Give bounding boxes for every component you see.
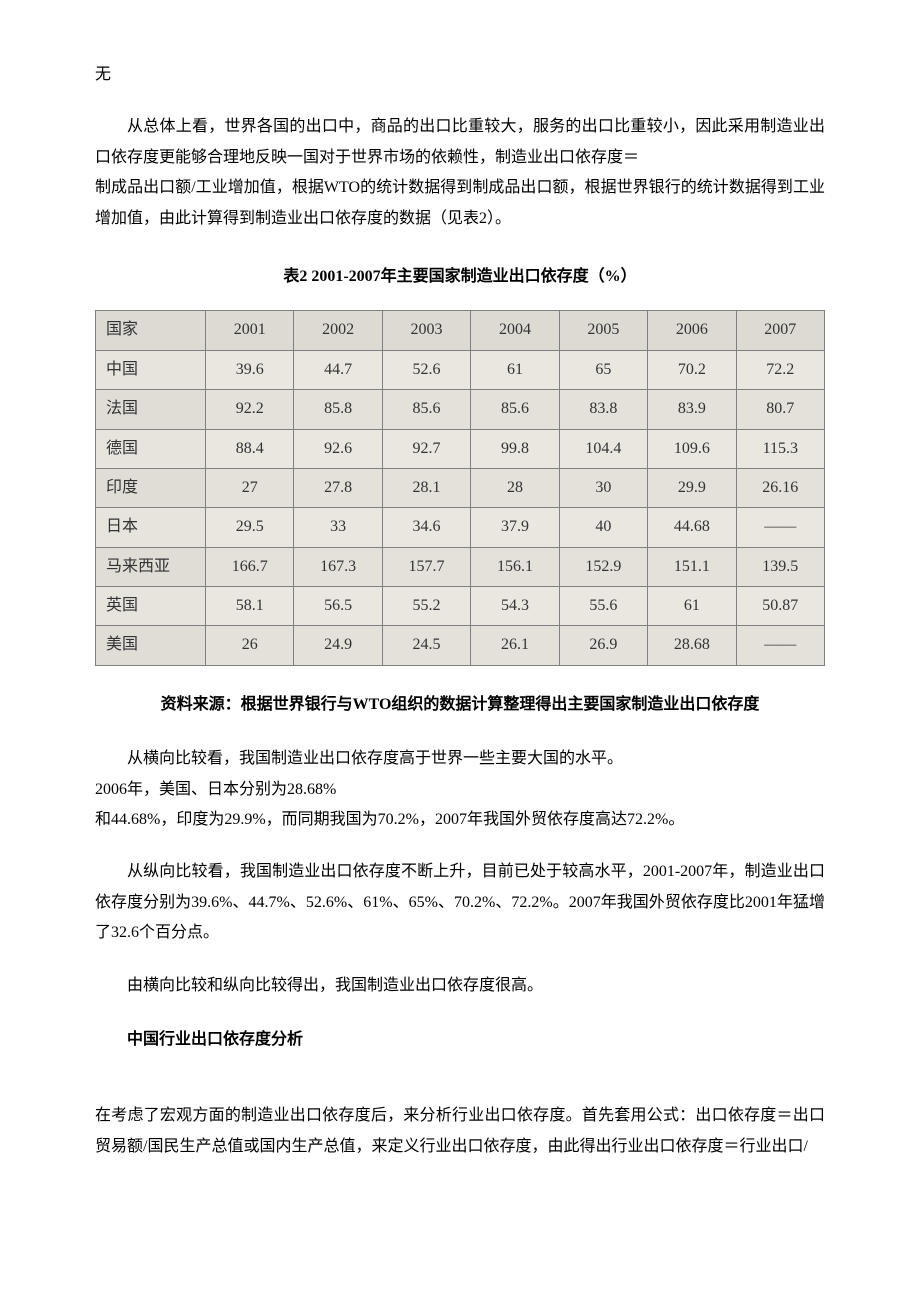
value-cell: 85.6 (382, 390, 470, 429)
value-cell: 152.9 (559, 547, 647, 586)
value-cell: 50.87 (736, 587, 824, 626)
value-cell: 29.9 (648, 468, 736, 507)
value-cell: —— (736, 508, 824, 547)
value-cell: 61 (471, 350, 559, 389)
export-dependency-table: 国家 2001 2002 2003 2004 2005 2006 2007 中国… (95, 310, 825, 666)
value-cell: 30 (559, 468, 647, 507)
value-cell: 151.1 (648, 547, 736, 586)
value-cell: 39.6 (206, 350, 294, 389)
country-cell: 马来西亚 (96, 547, 206, 586)
country-cell: 英国 (96, 587, 206, 626)
value-cell: 24.9 (294, 626, 382, 665)
value-cell: 55.6 (559, 587, 647, 626)
col-header-year: 2003 (382, 311, 470, 350)
value-cell: 24.5 (382, 626, 470, 665)
value-cell: 55.2 (382, 587, 470, 626)
value-cell: —— (736, 626, 824, 665)
value-cell: 27.8 (294, 468, 382, 507)
table-row: 中国39.644.752.6616570.272.2 (96, 350, 825, 389)
value-cell: 99.8 (471, 429, 559, 468)
paragraph-6: 在考虑了宏观方面的制造业出口依存度后，来分析行业出口依存度。首先套用公式：出口依… (95, 1101, 825, 1162)
table-caption: 表2 2001-2007年主要国家制造业出口依存度（%） (95, 262, 825, 292)
value-cell: 70.2 (648, 350, 736, 389)
value-cell: 85.6 (471, 390, 559, 429)
paragraph-2: 制成品出口额/工业增加值，根据WTO的统计数据得到制成品出口额，根据世界银行的统… (95, 173, 825, 234)
value-cell: 115.3 (736, 429, 824, 468)
table-row: 德国88.492.692.799.8104.4109.6115.3 (96, 429, 825, 468)
country-cell: 印度 (96, 468, 206, 507)
value-cell: 27 (206, 468, 294, 507)
col-header-year: 2005 (559, 311, 647, 350)
value-cell: 104.4 (559, 429, 647, 468)
value-cell: 26.9 (559, 626, 647, 665)
paragraph-1: 从总体上看，世界各国的出口中，商品的出口比重较大，服务的出口比重较小，因此采用制… (95, 112, 825, 173)
value-cell: 167.3 (294, 547, 382, 586)
table-source: 资料来源：根据世界银行与WTO组织的数据计算整理得出主要国家制造业出口依存度 (95, 690, 825, 720)
col-header-year: 2006 (648, 311, 736, 350)
table-row: 日本29.53334.637.94044.68—— (96, 508, 825, 547)
value-cell: 85.8 (294, 390, 382, 429)
value-cell: 139.5 (736, 547, 824, 586)
value-cell: 28.68 (648, 626, 736, 665)
value-cell: 88.4 (206, 429, 294, 468)
value-cell: 80.7 (736, 390, 824, 429)
value-cell: 58.1 (206, 587, 294, 626)
value-cell: 29.5 (206, 508, 294, 547)
country-cell: 美国 (96, 626, 206, 665)
value-cell: 26.16 (736, 468, 824, 507)
value-cell: 37.9 (471, 508, 559, 547)
col-header-year: 2007 (736, 311, 824, 350)
col-header-country: 国家 (96, 311, 206, 350)
value-cell: 92.7 (382, 429, 470, 468)
section-heading: 中国行业出口依存度分析 (95, 1025, 825, 1055)
value-cell: 28.1 (382, 468, 470, 507)
value-cell: 26.1 (471, 626, 559, 665)
value-cell: 83.9 (648, 390, 736, 429)
value-cell: 26 (206, 626, 294, 665)
value-cell: 44.68 (648, 508, 736, 547)
value-cell: 72.2 (736, 350, 824, 389)
top-mark: 无 (95, 60, 825, 90)
value-cell: 166.7 (206, 547, 294, 586)
paragraph-5: 由横向比较和纵向比较得出，我国制造业出口依存度很高。 (95, 971, 825, 1001)
table-row: 马来西亚166.7167.3157.7156.1152.9151.1139.5 (96, 547, 825, 586)
value-cell: 109.6 (648, 429, 736, 468)
value-cell: 52.6 (382, 350, 470, 389)
col-header-year: 2001 (206, 311, 294, 350)
value-cell: 61 (648, 587, 736, 626)
value-cell: 156.1 (471, 547, 559, 586)
value-cell: 92.2 (206, 390, 294, 429)
table-row: 法国92.285.885.685.683.883.980.7 (96, 390, 825, 429)
table-row: 英国58.156.555.254.355.66150.87 (96, 587, 825, 626)
value-cell: 40 (559, 508, 647, 547)
value-cell: 56.5 (294, 587, 382, 626)
value-cell: 34.6 (382, 508, 470, 547)
col-header-year: 2004 (471, 311, 559, 350)
table-row: 印度2727.828.1283029.926.16 (96, 468, 825, 507)
value-cell: 65 (559, 350, 647, 389)
paragraph-3-line3: 和44.68%，印度为29.9%，而同期我国为70.2%，2007年我国外贸依存… (95, 805, 825, 835)
country-cell: 中国 (96, 350, 206, 389)
value-cell: 92.6 (294, 429, 382, 468)
value-cell: 54.3 (471, 587, 559, 626)
table-header-row: 国家 2001 2002 2003 2004 2005 2006 2007 (96, 311, 825, 350)
paragraph-3-line2: 2006年，美国、日本分别为28.68% (95, 775, 825, 805)
value-cell: 83.8 (559, 390, 647, 429)
value-cell: 33 (294, 508, 382, 547)
value-cell: 28 (471, 468, 559, 507)
table-row: 美国2624.924.526.126.928.68—— (96, 626, 825, 665)
value-cell: 157.7 (382, 547, 470, 586)
country-cell: 法国 (96, 390, 206, 429)
paragraph-3-line1: 从横向比较看，我国制造业出口依存度高于世界一些主要大国的水平。 (95, 744, 825, 774)
paragraph-4: 从纵向比较看，我国制造业出口依存度不断上升，目前已处于较高水平，2001-200… (95, 857, 825, 948)
col-header-year: 2002 (294, 311, 382, 350)
value-cell: 44.7 (294, 350, 382, 389)
country-cell: 德国 (96, 429, 206, 468)
country-cell: 日本 (96, 508, 206, 547)
